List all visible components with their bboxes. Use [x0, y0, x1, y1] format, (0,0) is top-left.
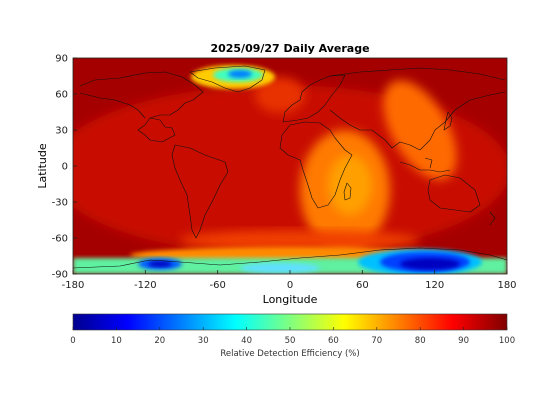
colorbar-label: Relative Detection Efficiency (%) — [220, 349, 359, 359]
colorbar-tick-label: 40 — [241, 336, 252, 346]
colorbar-tick-label: 70 — [371, 336, 382, 346]
y-tick-label: 60 — [55, 90, 68, 101]
coast-australia — [427, 174, 481, 213]
heatmap-field — [73, 58, 507, 274]
colorbar-tick-label: 20 — [154, 336, 165, 346]
x-axis-label: Longitude — [263, 293, 318, 306]
y-tick-label: 90 — [55, 54, 68, 65]
colorbar-tick-label: 30 — [198, 336, 209, 346]
x-tick-label: -180 — [62, 280, 85, 291]
y-axis-label: Latitude — [36, 143, 49, 189]
y-tick-label: -30 — [52, 198, 68, 209]
x-tick-label: 0 — [287, 280, 293, 291]
coast-asia — [329, 67, 506, 151]
chart-title: 2025/09/27 Daily Average — [210, 42, 369, 55]
colorbar-tick-label: 100 — [499, 336, 515, 346]
colorbar-ticks: 0 10 20 30 40 50 60 70 80 90 100 — [70, 327, 515, 346]
colorbar-tick-label: 80 — [415, 336, 426, 346]
asia-band — [383, 80, 457, 180]
x-tick-label: 60 — [356, 280, 369, 291]
y-tick-label: 0 — [62, 162, 68, 173]
coast-japan — [443, 111, 453, 131]
coast-north-america — [79, 71, 204, 143]
coast-indonesia — [399, 157, 451, 173]
greenland-low-de — [191, 65, 275, 89]
y-tick-label: -90 — [52, 270, 68, 281]
coast-europe — [282, 74, 346, 123]
x-tick-label: -120 — [134, 280, 157, 291]
coast-new-zealand — [489, 211, 496, 226]
y-tick-label: 30 — [55, 126, 68, 137]
coast-madagascar — [343, 182, 352, 201]
x-tick-label: 120 — [425, 280, 444, 291]
colorbar-tick-label: 90 — [458, 336, 469, 346]
axis-ticks: -180 -120 -60 0 60 120 180 90 60 30 0 -30 -60 -90 — [52, 54, 517, 292]
coast-greenland — [189, 65, 266, 93]
colorbar-tick-label: 60 — [328, 336, 339, 346]
coast-antarctica — [73, 247, 507, 269]
x-tick-label: -60 — [209, 280, 225, 291]
coast-south-america — [171, 144, 229, 239]
x-tick-label: 180 — [497, 280, 516, 291]
colorbar-tick-label: 50 — [285, 336, 296, 346]
coast-africa — [279, 121, 353, 209]
coastlines — [73, 65, 507, 269]
y-tick-label: -60 — [52, 234, 68, 245]
colorbar-tick-label: 10 — [111, 336, 122, 346]
colorbar-tick-label: 0 — [70, 336, 75, 346]
